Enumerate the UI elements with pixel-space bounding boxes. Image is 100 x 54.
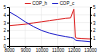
- tick-mark: [7, 23, 9, 24]
- tick: 1: [3, 36, 9, 41]
- tick: 4: [3, 13, 9, 18]
- tick: 3: [3, 21, 9, 26]
- x-axis: 8000 9000 10000110001200013000: [4, 46, 97, 53]
- tick-label: 0: [3, 44, 6, 49]
- tick-label: 8000: [4, 48, 15, 53]
- tick: 1: [90, 36, 96, 41]
- tick: 11000: [52, 46, 65, 53]
- tick: 12000: [68, 46, 81, 53]
- tick-label: 10000: [36, 48, 49, 53]
- tick-label: 9000: [21, 48, 32, 53]
- chart: 8000 9000 10000110001200013000 0 1 2 3 4 5 1 2 3 4 5 C…: [0, 0, 100, 54]
- tick: 9000: [21, 46, 32, 53]
- y2-axis: 1 2 3 4 5: [90, 5, 96, 47]
- tick-label: 1: [93, 36, 96, 41]
- tick-mark: [7, 46, 9, 47]
- tick: 5: [3, 5, 9, 10]
- tick: 5: [90, 5, 96, 10]
- grid: [9, 7, 90, 46]
- tick-label: 4: [93, 13, 96, 18]
- tick-label: 4: [3, 13, 6, 18]
- tick-mark: [90, 7, 92, 8]
- tick-mark: [7, 38, 9, 39]
- tick-label: 3: [3, 21, 6, 26]
- grid-line: [41, 7, 42, 46]
- y-axis: 0 1 2 3 4 5: [3, 5, 9, 49]
- tick: 3: [90, 21, 96, 26]
- tick-label: 11000: [52, 48, 65, 53]
- tick: 2: [3, 28, 9, 33]
- tick-label: 13000: [84, 48, 97, 53]
- axis-line: [91, 8, 93, 47]
- tick-label: 3: [93, 21, 96, 26]
- tick-mark: [90, 15, 92, 16]
- legend-swatch: [52, 3, 58, 4]
- legend: COP_h COP_c: [25, 1, 75, 6]
- tick-mark: [90, 30, 92, 31]
- legend-item: COP_c: [52, 1, 75, 6]
- tick-label: 12000: [68, 48, 81, 53]
- grid-line: [9, 14, 90, 15]
- grid-line: [57, 7, 58, 46]
- grid-line: [9, 7, 90, 8]
- tick: 0: [3, 44, 9, 49]
- legend-item: COP_h: [25, 1, 48, 6]
- tick-label: 2: [3, 28, 6, 33]
- grid-line: [9, 22, 90, 23]
- legend-label: COP_h: [32, 1, 47, 6]
- legend-label: COP_c: [60, 1, 75, 6]
- tick-label: 2: [93, 28, 96, 33]
- axis-line: [7, 8, 10, 47]
- tick: 13000: [84, 46, 97, 53]
- series-group: [9, 9, 90, 41]
- tick: 8000: [4, 46, 15, 53]
- grid-line: [9, 30, 90, 31]
- tick-mark: [90, 23, 92, 24]
- tick-mark: [7, 7, 9, 8]
- tick: 4: [90, 13, 96, 18]
- tick-mark: [7, 15, 9, 16]
- tick-mark: [90, 38, 92, 39]
- series-line: [9, 9, 90, 39]
- plot: 8000 9000 10000110001200013000 0 1 2 3 4 5 1 2 3 4 5: [3, 5, 97, 53]
- tick-label: 5: [93, 5, 96, 10]
- tick-mark: [7, 30, 9, 31]
- legend-swatch: [25, 3, 31, 4]
- grid-line: [25, 7, 26, 46]
- tick: 10000: [36, 46, 49, 53]
- tick-label: 5: [3, 5, 6, 10]
- tick-label: 1: [3, 36, 6, 41]
- tick: 2: [90, 28, 96, 33]
- series-line: [9, 12, 90, 42]
